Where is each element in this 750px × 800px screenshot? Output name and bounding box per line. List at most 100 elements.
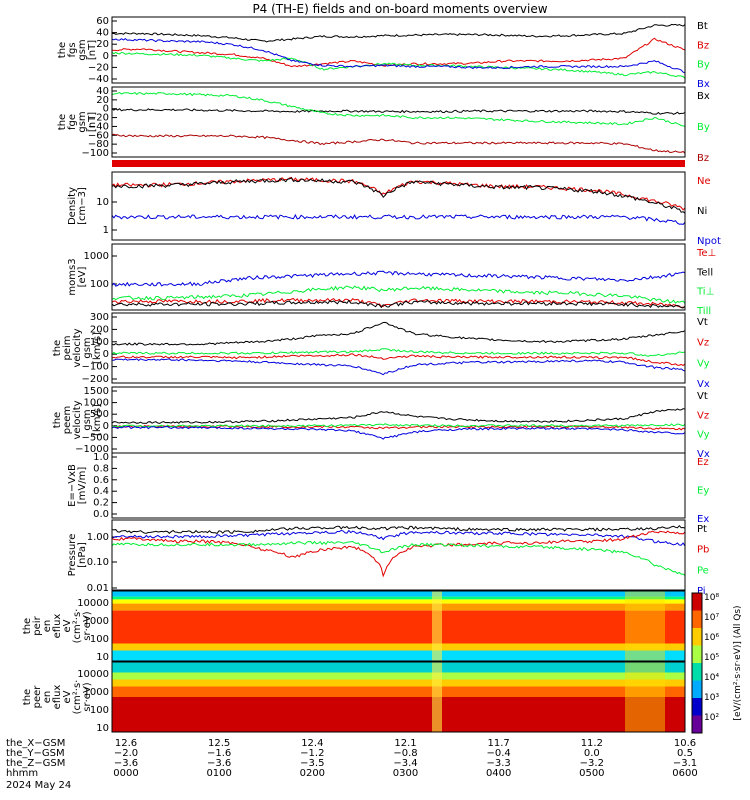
legend-Bt: Bt — [697, 21, 708, 32]
heatmap-event — [625, 662, 665, 732]
series-pb — [111, 530, 686, 578]
series-vx — [111, 425, 686, 440]
series-vz — [111, 353, 686, 367]
x-tick-label: −3.3 — [487, 758, 511, 769]
y-axis-label: thepeemvelocitygsm[km/s] — [52, 400, 103, 439]
colorbar-tick: 10⁶ — [704, 633, 719, 643]
heatmap-band — [112, 697, 685, 732]
x-tick-label: 11.2 — [581, 738, 603, 749]
x-tick-label: −0.4 — [487, 748, 511, 759]
heatmap-band — [112, 596, 685, 600]
y-tick-label: −100 — [82, 148, 109, 159]
series-bx — [111, 37, 686, 74]
panel-frame — [111, 452, 686, 519]
y-tick-label: −80 — [88, 139, 109, 150]
x-tick-label: 0500 — [579, 768, 604, 779]
y-tick-label: 1 — [103, 225, 109, 236]
x-tick-label: −1.2 — [300, 748, 324, 759]
y-tick-label: −60 — [88, 130, 109, 141]
series-by — [111, 51, 686, 79]
panel-peem: thepeemvelocitygsm[km/s] 150010005000−500… — [52, 386, 710, 460]
y-axis-label: E=−VxB[mV/m] — [67, 464, 88, 507]
heatmap-band — [112, 610, 685, 644]
legend-Pb: Pb — [697, 545, 709, 556]
panel-peer: thepeerenefluxeV(cm²·s·sr·eV)10000 1000 10… — [22, 661, 686, 734]
colorbar-frame — [691, 592, 703, 734]
y-axis-label: Density[cm−3] — [67, 187, 88, 225]
figure-title: P4 (TH-E) fields and on-board moments ov… — [252, 2, 547, 16]
series-vt — [111, 408, 686, 424]
legend-Ni: Ni — [697, 206, 707, 217]
x-tick-label: 12.1 — [394, 738, 416, 749]
panel-frame — [111, 661, 686, 733]
legend-Vt: Vt — [697, 317, 708, 328]
y-tick-label: 1.0 — [93, 452, 109, 463]
panel-frame — [111, 171, 686, 241]
legend-Bx: Bx — [697, 79, 710, 90]
x-tick-label: −0.8 — [393, 748, 417, 759]
x-tick-label: −2.0 — [114, 748, 138, 759]
y-tick-label: 10000 — [77, 598, 109, 609]
y-tick-label: −20 — [88, 113, 109, 124]
y-tick-label: 300 — [90, 312, 109, 323]
x-tick-label: 12.4 — [301, 738, 323, 749]
colorbar-segment — [692, 663, 702, 681]
series-vy — [111, 348, 686, 357]
series-pi — [111, 529, 686, 547]
series-bz — [111, 133, 686, 154]
panel-frame — [111, 243, 686, 311]
legend-Vz: Vz — [697, 338, 709, 349]
legend-Tell: Tell — [696, 267, 713, 278]
colorbar-segment — [692, 628, 702, 646]
series-ne — [111, 176, 686, 211]
heatmap-band — [112, 643, 685, 651]
legend-Ex: Ex — [697, 514, 709, 525]
colorbar-tick: 10⁷ — [704, 613, 719, 623]
series-tell — [111, 299, 686, 309]
y-axis-label: Pressure[nPa] — [67, 534, 88, 577]
legend-Pt: Pt — [697, 524, 707, 535]
y-tick-label: 500 — [90, 409, 109, 420]
legend-Ez: Ez — [697, 457, 709, 468]
y-tick-label: 100 — [90, 279, 109, 290]
legend-Pi: Pi — [697, 586, 706, 597]
y-tick-label: 20 — [96, 39, 109, 50]
x-tick-label: 0.0 — [584, 748, 600, 759]
heatmap-band — [112, 679, 685, 687]
x-tick-label: 0200 — [300, 768, 325, 779]
y-tick-label: 10 — [96, 723, 109, 734]
legend-Till: Till — [696, 306, 711, 317]
y-tick-label: 1000 — [84, 687, 109, 698]
legend-Ti⊥: Ti⊥ — [696, 287, 714, 298]
colorbar-tick: 10⁸ — [704, 593, 719, 603]
colorbar-label: [eV/(cm²·s·sr·eV)] (All Qs) — [733, 605, 743, 720]
y-tick-label: 0 — [103, 104, 109, 115]
colorbar-tick: 10³ — [704, 693, 719, 703]
y-tick-label: 10 — [96, 652, 109, 663]
x-tick-label: −3.6 — [207, 758, 231, 769]
series-bx — [111, 108, 686, 115]
heatmap-event — [432, 591, 442, 661]
y-tick-label: 60 — [96, 16, 109, 27]
panel-frame — [111, 16, 686, 84]
y-tick-label: −20 — [88, 62, 109, 73]
x-tick-label: 0400 — [486, 768, 511, 779]
y-tick-label: −100 — [82, 362, 109, 373]
x-row-label: the_X−GSM — [6, 738, 65, 749]
heatmap-band — [112, 662, 685, 673]
date-label: 2024 May 24 — [6, 780, 71, 791]
heatmap-band — [112, 591, 685, 597]
y-axis-label: moms3[eV] — [67, 258, 88, 295]
heatmap-band — [112, 686, 685, 697]
x-tick-label: 0600 — [672, 768, 697, 779]
panel-temp: moms3[eV]1000 100 Te⊥ Tell Ti⊥ Till — [67, 243, 716, 317]
panel-peir: thepeirenefluxeV(cm²·s·sr·eV)10000 1000 10… — [22, 590, 686, 663]
y-tick-label: 0.0 — [93, 509, 109, 520]
y-tick-label: 10 — [96, 197, 109, 208]
legend-Te⊥: Te⊥ — [696, 248, 716, 259]
y-axis-label: thefgegsm[nT] — [57, 111, 98, 132]
x-tick-label: 12.5 — [208, 738, 230, 749]
series-vt — [111, 321, 686, 346]
